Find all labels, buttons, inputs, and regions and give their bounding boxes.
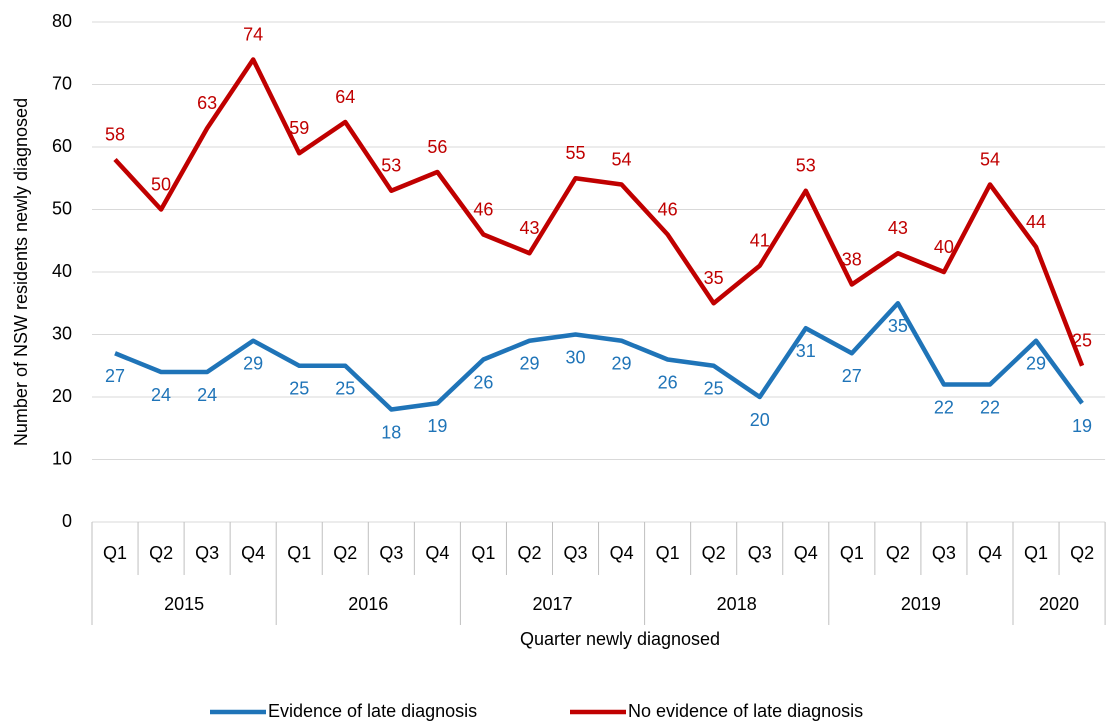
data-label: 53 (381, 156, 401, 176)
y-tick-label: 80 (52, 11, 72, 31)
y-tick-label: 60 (52, 136, 72, 156)
y-tick-label: 50 (52, 198, 72, 218)
y-tick-label: 20 (52, 386, 72, 406)
legend-label: No evidence of late diagnosis (628, 701, 863, 721)
data-label: 46 (658, 199, 678, 219)
data-label: 18 (381, 422, 401, 442)
data-label: 24 (151, 385, 171, 405)
data-label: 56 (427, 137, 447, 157)
year-label: 2015 (164, 594, 204, 614)
data-label: 38 (842, 249, 862, 269)
x-tick-label: Q3 (932, 543, 956, 563)
x-tick-label: Q2 (333, 543, 357, 563)
data-label: 43 (888, 218, 908, 238)
x-tick-label: Q4 (610, 543, 634, 563)
x-tick-label: Q2 (886, 543, 910, 563)
x-tick-label: Q2 (702, 543, 726, 563)
x-tick-label: Q1 (656, 543, 680, 563)
x-tick-label: Q2 (149, 543, 173, 563)
x-axis-title: Quarter newly diagnosed (520, 629, 720, 649)
x-tick-label: Q1 (840, 543, 864, 563)
data-label: 40 (934, 237, 954, 257)
x-tick-label: Q2 (1070, 543, 1094, 563)
data-label: 25 (335, 379, 355, 399)
data-label: 27 (842, 366, 862, 386)
data-label: 20 (750, 410, 770, 430)
x-tick-label: Q1 (287, 543, 311, 563)
data-label: 63 (197, 93, 217, 113)
data-label: 35 (888, 316, 908, 336)
x-tick-label: Q4 (978, 543, 1002, 563)
y-tick-label: 10 (52, 448, 72, 468)
data-label: 46 (473, 199, 493, 219)
data-label: 27 (105, 366, 125, 386)
data-label: 24 (197, 385, 217, 405)
y-tick-label: 40 (52, 261, 72, 281)
data-label: 29 (243, 354, 263, 374)
series-line (113, 57, 1085, 367)
x-tick-label: Q1 (471, 543, 495, 563)
data-label: 43 (519, 218, 539, 238)
year-label: 2018 (717, 594, 757, 614)
data-label: 35 (704, 268, 724, 288)
year-label: 2017 (532, 594, 572, 614)
data-label: 30 (566, 347, 586, 367)
data-label: 31 (796, 341, 816, 361)
data-label: 50 (151, 174, 171, 194)
x-tick-label: Q4 (425, 543, 449, 563)
year-label: 2016 (348, 594, 388, 614)
data-label: 29 (1026, 354, 1046, 374)
y-axis-title: Number of NSW residents newly diagnosed (11, 98, 31, 446)
x-tick-label: Q1 (1024, 543, 1048, 563)
data-label: 19 (427, 416, 447, 436)
legend-label: Evidence of late diagnosis (268, 701, 477, 721)
series-line (114, 301, 1084, 412)
data-label: 54 (980, 149, 1000, 169)
data-label: 19 (1072, 416, 1092, 436)
data-label: 25 (289, 379, 309, 399)
data-label: 29 (519, 354, 539, 374)
data-label: 54 (612, 149, 632, 169)
data-label: 26 (473, 372, 493, 392)
data-label: 22 (980, 397, 1000, 417)
year-label: 2019 (901, 594, 941, 614)
y-tick-label: 70 (52, 73, 72, 93)
x-tick-label: Q3 (748, 543, 772, 563)
data-label: 55 (566, 143, 586, 163)
data-label: 29 (612, 354, 632, 374)
data-label: 41 (750, 231, 770, 251)
x-tick-label: Q4 (241, 543, 265, 563)
x-tick-label: Q3 (379, 543, 403, 563)
data-label: 74 (243, 24, 263, 44)
x-tick-label: Q4 (794, 543, 818, 563)
x-tick-label: Q2 (517, 543, 541, 563)
data-label: 53 (796, 156, 816, 176)
x-tick-label: Q1 (103, 543, 127, 563)
year-label: 2020 (1039, 594, 1079, 614)
data-label: 22 (934, 397, 954, 417)
data-label: 59 (289, 118, 309, 138)
data-label: 25 (1072, 331, 1092, 351)
data-label: 44 (1026, 212, 1046, 232)
data-label: 58 (105, 124, 125, 144)
x-tick-label: Q3 (195, 543, 219, 563)
data-label: 26 (658, 372, 678, 392)
data-label: 25 (704, 379, 724, 399)
y-tick-label: 0 (62, 511, 72, 531)
data-label: 64 (335, 87, 355, 107)
x-tick-label: Q3 (564, 543, 588, 563)
y-tick-label: 30 (52, 323, 72, 343)
